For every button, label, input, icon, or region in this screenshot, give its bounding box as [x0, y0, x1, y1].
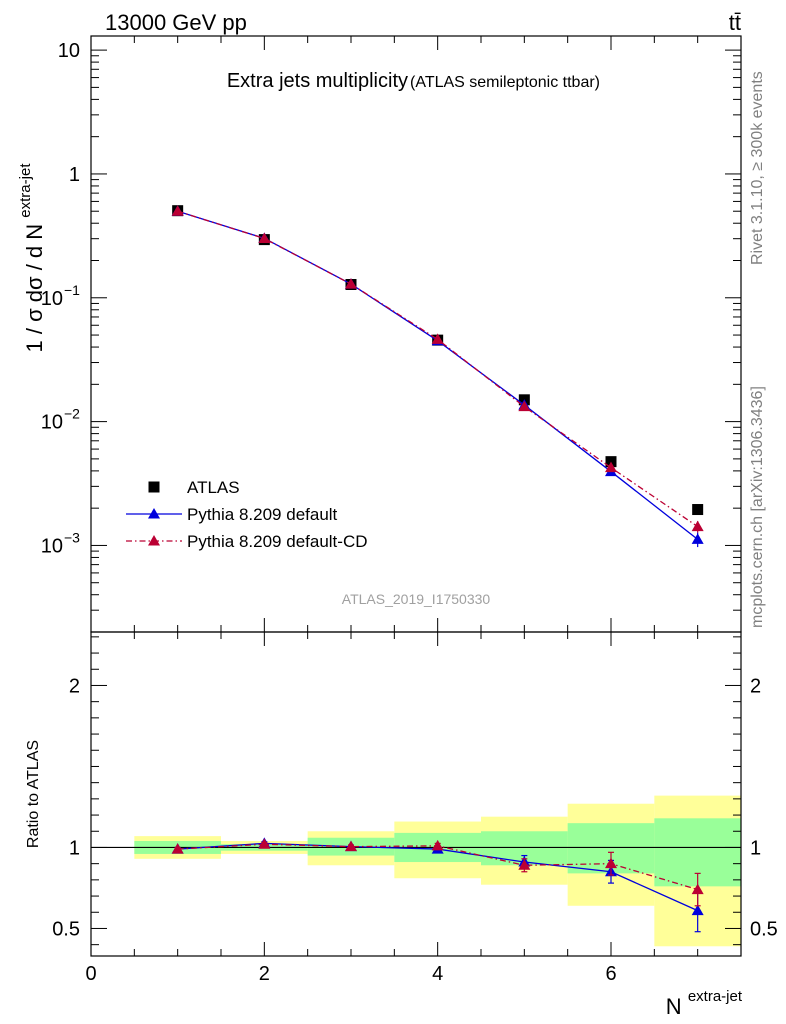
y-tick-label: 10 [41, 535, 63, 557]
data-point [691, 520, 704, 532]
series-pythia-8-209-default [171, 205, 704, 548]
legend-marker [148, 508, 160, 519]
ratio-panel: 0 2 4 6 0.5 0.5 1 1 2 2 Ratio to ATLAS N extra-je… [25, 631, 778, 1019]
main-y-label-sup: extra-jet [17, 163, 34, 218]
main-plot-content [171, 205, 704, 548]
legend-label: Pythia 8.209 default-CD [187, 532, 368, 551]
main-y-label-text: 1 / σ dσ / d N [22, 224, 47, 353]
series-line [177, 210, 699, 540]
legend-entry: ATLAS [148, 478, 240, 497]
data-point [691, 533, 704, 544]
ratio-plot-content [91, 795, 741, 947]
x-label-sup: extra-jet [688, 988, 743, 1005]
legend-marker [148, 535, 160, 546]
ratio-y-tick-label: 0.5 [52, 918, 80, 940]
legend-label: Pythia 8.209 default [187, 505, 338, 524]
data-point [171, 205, 184, 216]
ratio-data-point [431, 839, 444, 851]
series-atlas [172, 205, 704, 516]
legend-entry: Pythia 8.209 default-CD [126, 532, 368, 551]
y-tick-label: 1 [69, 164, 80, 186]
rivet-label: Rivet 3.1.10, ≥ 300k events [749, 71, 766, 265]
ratio-axis-ticks: 0 2 4 6 0.5 0.5 1 1 2 2 [52, 632, 778, 985]
data-point [258, 232, 271, 244]
main-y-axis-label: 1 / σ dσ / d N extra-jet [17, 163, 47, 353]
y-tick-exponent: −3 [64, 529, 80, 545]
x-tick-label: 4 [432, 963, 443, 985]
data-point [345, 278, 357, 289]
data-point [431, 333, 444, 344]
ratio-data-point [258, 838, 271, 849]
beam-label: 13000 GeV pp [105, 10, 247, 35]
main-subtitle: (ATLAS semileptonic ttbar) [410, 74, 600, 91]
ratio-data-point [518, 859, 531, 870]
x-axis-label: N extra-jet [666, 988, 743, 1019]
ratio-y-tick-label: 2 [69, 675, 80, 697]
ratio-frame [90, 631, 742, 957]
data-point [605, 461, 617, 473]
ratio-data-point [605, 857, 617, 869]
ratio-y-tick-label-right: 2 [750, 675, 761, 697]
legend-marker [148, 481, 160, 493]
ratio-data-point [691, 904, 704, 916]
ratio-series-pythia-8-209-default-cd [171, 838, 704, 907]
legend-entry: Pythia 8.209 default [126, 505, 338, 524]
legend-label: ATLAS [187, 478, 240, 497]
data-point [518, 400, 531, 412]
legend: ATLAS Pythia 8.209 default Pythia 8.209 de… [126, 478, 368, 551]
main-title: Extra jets multiplicity [227, 70, 408, 92]
ratio-y-tick-label-right: 1 [750, 837, 761, 859]
ratio-y-tick-label-right: 0.5 [750, 918, 778, 940]
series-line [177, 210, 699, 528]
mcplots-label: mcplots.cern.ch [arXiv:1306.3436] [749, 386, 766, 628]
series-pythia-8-209-default-cd [171, 205, 704, 533]
y-tick-exponent: −2 [64, 406, 80, 422]
data-point [692, 504, 704, 516]
y-tick-label: 10 [41, 288, 63, 310]
y-tick-exponent: −1 [64, 282, 80, 298]
x-tick-label: 6 [605, 963, 616, 985]
ratio-data-point [345, 840, 357, 852]
x-label-text: N [666, 994, 682, 1019]
ratio-y-tick-label: 1 [69, 837, 80, 859]
y-tick-label: 10 [41, 412, 63, 434]
ratio-y-axis-label: Ratio to ATLAS [25, 740, 42, 848]
y-tick-label: 10 [58, 40, 80, 62]
x-tick-label: 0 [85, 963, 96, 985]
ratio-data-point [691, 883, 704, 895]
ratio-data-point [171, 843, 184, 854]
svg-text:1 / σ dσ / d N extra-j: 1 / σ dσ / d N extra-jet [17, 163, 47, 353]
x-tick-label: 2 [259, 963, 270, 985]
analysis-id: ATLAS_2019_I1750330 [342, 591, 491, 607]
process-label: tt̄ [729, 10, 741, 35]
